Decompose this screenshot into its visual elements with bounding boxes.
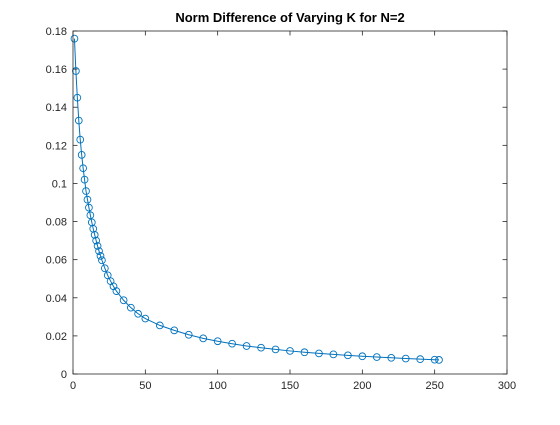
y-tick-label: 0.12 <box>46 140 67 152</box>
y-tick-label: 0.08 <box>46 217 67 229</box>
y-tick-label: 0.04 <box>46 293 67 305</box>
series-line <box>73 38 440 361</box>
data-point <box>213 337 222 346</box>
data-point <box>300 348 309 357</box>
data-point <box>344 351 352 360</box>
data-point <box>257 343 265 352</box>
data-point <box>199 334 208 343</box>
x-tick-label: 0 <box>70 380 76 392</box>
x-tick-label: 100 <box>208 380 226 392</box>
y-tick-label: 0.06 <box>46 255 67 267</box>
data-point <box>430 355 439 364</box>
data-point <box>184 330 193 339</box>
x-tick-label: 300 <box>498 380 516 392</box>
x-tick-label: 200 <box>353 380 371 392</box>
data-point <box>387 353 396 362</box>
chart-title: Norm Difference of Varying K for N=2 <box>175 10 404 25</box>
data-point <box>271 345 280 354</box>
axes-box <box>72 30 508 375</box>
data-point <box>155 321 164 330</box>
data-point <box>92 236 101 245</box>
data-point <box>80 175 89 184</box>
series-layer <box>70 34 443 364</box>
data-point <box>141 314 150 323</box>
data-point <box>112 287 121 295</box>
data-point <box>242 342 251 350</box>
data-point <box>372 353 381 361</box>
data-point <box>93 242 102 250</box>
data-point <box>70 34 79 43</box>
data-point <box>95 247 103 255</box>
y-tick-label: 0.16 <box>46 64 67 76</box>
ticks-layer: 0 50 100 150 200 250 300 0 0.02 0.04 0.06 0.08 0.1 0.… <box>46 26 517 392</box>
data-point <box>315 349 323 358</box>
data-point <box>79 164 87 173</box>
data-point <box>358 352 367 361</box>
data-point <box>73 93 82 102</box>
data-point <box>134 309 142 318</box>
data-point <box>416 355 425 363</box>
data-point <box>89 224 98 233</box>
data-point <box>401 354 410 363</box>
data-point <box>329 350 338 359</box>
data-point <box>72 67 80 75</box>
data-point <box>86 211 95 220</box>
data-point <box>74 116 83 125</box>
y-tick-label: 0.18 <box>46 26 67 38</box>
y-tick-label: 0 <box>61 369 67 381</box>
y-tick-label: 0.14 <box>46 102 67 114</box>
y-tick-label: 0.02 <box>46 331 67 343</box>
plot-area <box>73 31 507 374</box>
data-point <box>76 135 85 144</box>
data-point <box>119 296 128 305</box>
x-tick-label: 50 <box>139 380 151 392</box>
data-point <box>77 151 86 159</box>
x-tick-label: 150 <box>281 380 299 392</box>
data-point <box>82 187 90 195</box>
data-point <box>100 264 109 273</box>
data-point <box>90 231 99 239</box>
data-point <box>96 252 105 260</box>
data-point <box>286 347 294 355</box>
data-point <box>85 203 93 212</box>
data-point <box>127 303 135 312</box>
x-tick-label: 250 <box>425 380 443 392</box>
data-point <box>170 326 179 335</box>
data-point <box>98 256 106 265</box>
data-point <box>83 195 92 204</box>
data-point <box>435 356 443 364</box>
y-tick-label: 0.1 <box>52 178 67 190</box>
data-point <box>228 339 236 348</box>
